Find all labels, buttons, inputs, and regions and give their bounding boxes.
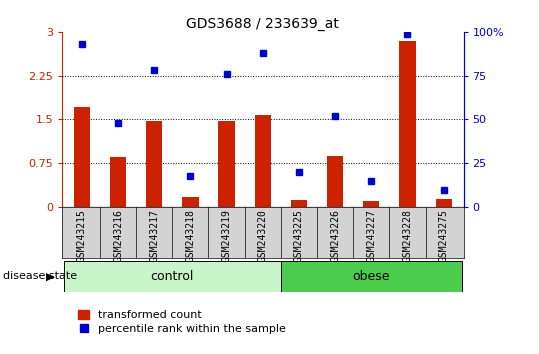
Text: GSM243227: GSM243227 (367, 209, 376, 262)
Bar (291, 200, 307, 207)
Bar (146, 121, 162, 207)
Bar (64, 261, 281, 292)
Text: GSM243216: GSM243216 (113, 209, 123, 262)
Text: ▶: ▶ (46, 272, 54, 281)
Bar (74, 107, 90, 207)
Bar (254, 115, 271, 207)
Bar (110, 158, 126, 207)
Bar (281, 261, 462, 292)
Bar (218, 121, 234, 207)
Text: GSM243217: GSM243217 (149, 209, 159, 262)
Text: GSM243226: GSM243226 (330, 209, 340, 262)
Title: GDS3688 / 233639_at: GDS3688 / 233639_at (186, 17, 339, 31)
Text: GSM243218: GSM243218 (185, 209, 196, 262)
Text: GSM243215: GSM243215 (77, 209, 87, 262)
Legend: transformed count, percentile rank within the sample: transformed count, percentile rank withi… (78, 310, 286, 334)
Bar (363, 201, 379, 207)
Bar (436, 199, 452, 207)
Bar (182, 196, 198, 207)
Text: obese: obese (353, 270, 390, 283)
Text: GSM243225: GSM243225 (294, 209, 304, 262)
Text: disease state: disease state (3, 272, 77, 281)
Bar (399, 41, 416, 207)
Text: GSM243275: GSM243275 (439, 209, 448, 262)
Bar (327, 156, 343, 207)
Text: GSM243228: GSM243228 (403, 209, 412, 262)
Text: control: control (150, 270, 194, 283)
Text: GSM243219: GSM243219 (222, 209, 232, 262)
Text: GSM243220: GSM243220 (258, 209, 268, 262)
